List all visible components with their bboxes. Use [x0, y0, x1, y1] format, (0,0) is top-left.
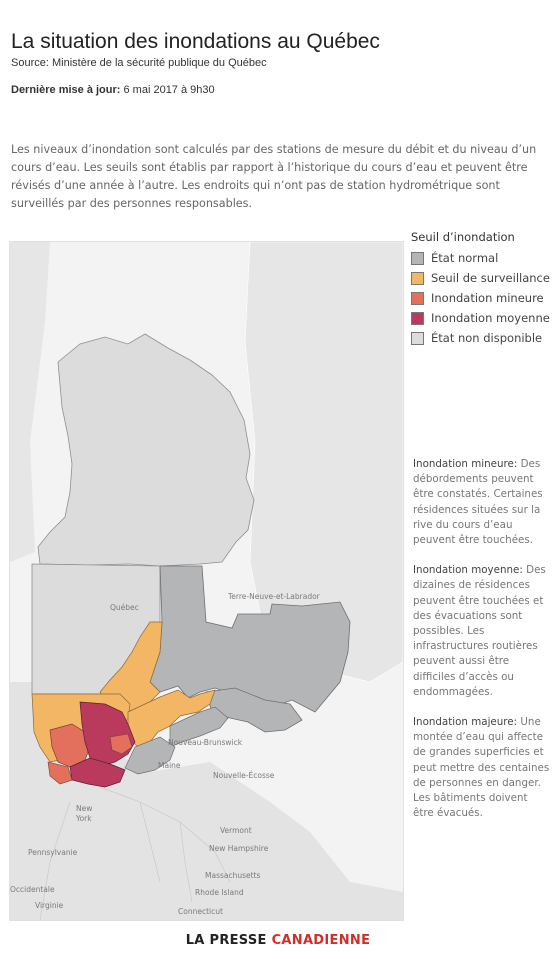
label-nouveau-brunswick: Nouveau-Brunswick: [168, 738, 243, 747]
legend-label-mineure: Inondation mineure: [431, 291, 544, 305]
label-new-york-2: York: [75, 814, 92, 823]
brand-logo: LA PRESSE CANADIENNE: [0, 933, 556, 948]
west-land: [10, 242, 50, 562]
label-nouvelle-ecosse: Nouvelle-Écosse: [213, 771, 275, 780]
updated-label: Dernière mise à jour:: [11, 84, 121, 96]
legend-label-normal: État normal: [431, 251, 499, 265]
label-occidentale: Occidentale: [10, 885, 55, 894]
legend-swatch-normal: [411, 251, 424, 265]
note-title-moyenne: Inondation moyenne:: [413, 564, 523, 577]
label-massachusetts: Massachusetts: [205, 871, 261, 880]
label-terre-neuve: Terre-Neuve-et-Labrador: [227, 592, 321, 601]
flood-map[interactable]: Terre-Neuve-et-Labrador Québec Nouveau-B…: [9, 241, 404, 921]
updated-value: 6 mai 2017 à 9h30: [123, 84, 215, 96]
label-pennsylvanie: Pennsylvanie: [28, 848, 78, 857]
note-title-majeure: Inondation majeure:: [413, 716, 518, 729]
brand-part-1: LA PRESSE: [185, 933, 267, 948]
label-connecticut: Connecticut: [178, 907, 223, 916]
legend-item-moyenne[interactable]: Inondation moyenne: [411, 308, 551, 328]
note-majeure: Inondation majeure: Une montée d’eau qui…: [413, 715, 551, 821]
map-svg[interactable]: Terre-Neuve-et-Labrador Québec Nouveau-B…: [10, 242, 403, 920]
legend-title: Seuil d’inondation: [411, 230, 515, 244]
note-title-mineure: Inondation mineure:: [413, 458, 518, 470]
region-nord-du-quebec[interactable]: [37, 333, 255, 567]
label-maine: Maine: [158, 761, 181, 770]
region-mineure-ouest[interactable]: [47, 761, 73, 785]
legend-item-surveillance[interactable]: Seuil de surveillance: [411, 268, 551, 288]
legend-swatch-moyenne: [411, 311, 424, 325]
border-lines: [39, 786, 231, 920]
page-title: La situation des inondations au Québec: [11, 30, 380, 53]
source-line: Source: Ministère de la sécurité publiqu…: [11, 57, 267, 69]
legend-label-moyenne: Inondation moyenne: [431, 311, 550, 325]
legend-swatch-non-disponible: [411, 331, 424, 345]
note-moyenne: Inondation moyenne: Des dizaines de rési…: [413, 563, 551, 700]
last-updated: Dernière mise à jour: 6 mai 2017 à 9h30: [11, 84, 215, 96]
note-text-mineure: Des débordements peuvent être constatés.…: [413, 458, 543, 547]
intro-paragraph: Les niveaux d’inondation sont calculés p…: [11, 143, 537, 210]
note-text-majeure: Une montée d’eau qui affecte de grandes …: [413, 716, 550, 820]
land-background: [10, 682, 403, 920]
note-text-moyenne: Des dizaines de résidences peuvent être …: [413, 564, 546, 698]
source-value: Ministère de la sécurité publique du Qué…: [51, 57, 267, 69]
region-cote-nord[interactable]: [149, 565, 351, 713]
legend: Seuil d’inondation État normal Seuil de …: [411, 230, 551, 348]
label-vermont: Vermont: [220, 826, 252, 835]
region-bas-saint-laurent[interactable]: [169, 706, 229, 748]
region-estrie[interactable]: [124, 736, 176, 775]
legend-swatch-mineure: [411, 291, 424, 305]
definitions: Inondation mineure: Des débordements peu…: [413, 457, 551, 836]
label-quebec: Québec: [110, 603, 139, 612]
legend-item-non-disponible[interactable]: État non disponible: [411, 328, 551, 348]
legend-item-mineure[interactable]: Inondation mineure: [411, 288, 551, 308]
label-virginie: Virginie: [35, 901, 64, 910]
legend-swatch-surveillance: [411, 271, 424, 285]
region-monteregie[interactable]: [69, 757, 126, 788]
label-rhode-island: Rhode Island: [195, 888, 244, 897]
brand-part-2: CANADIENNE: [271, 933, 371, 948]
legend-label-surveillance: Seuil de surveillance: [431, 271, 550, 285]
label-new-york-1: New: [76, 804, 92, 813]
source-label: Source:: [11, 57, 49, 69]
legend-item-normal[interactable]: État normal: [411, 248, 551, 268]
legend-label-non-disponible: État non disponible: [431, 331, 543, 345]
region-mineure-centre[interactable]: [109, 733, 133, 755]
label-new-hampshire: New Hampshire: [209, 844, 269, 853]
note-mineure: Inondation mineure: Des débordements peu…: [413, 457, 551, 548]
